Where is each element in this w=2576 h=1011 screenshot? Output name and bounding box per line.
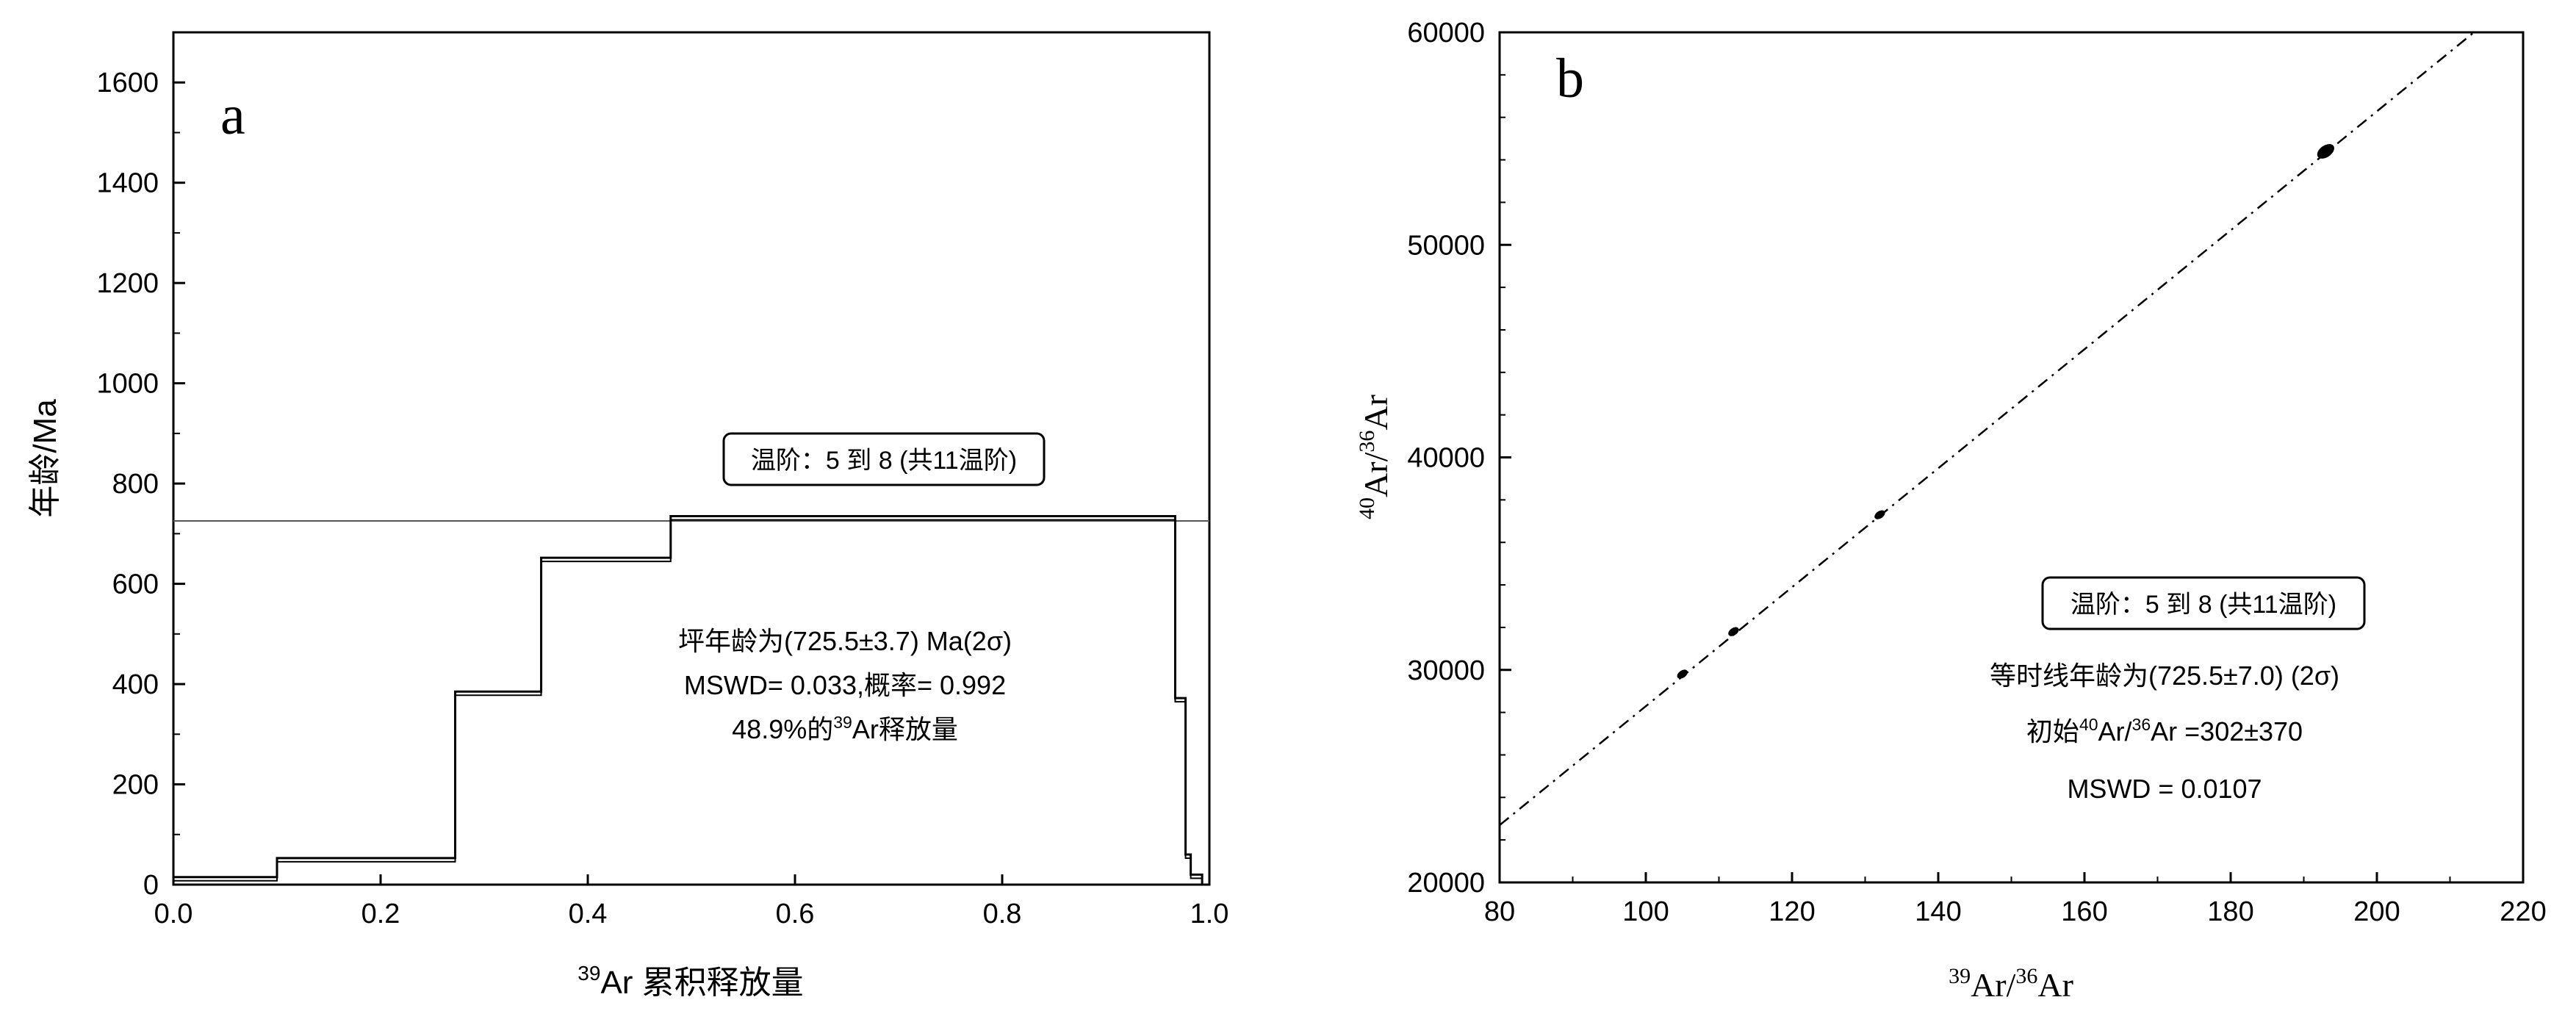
y-tick-label: 40000 — [1407, 443, 1485, 474]
y-tick-label: 400 — [112, 669, 159, 700]
y-tick-label: 1200 — [96, 268, 159, 299]
x-axis-label-mid: Ar/ — [1971, 966, 2016, 1004]
y-axis-label: 40Ar/36Ar — [1355, 395, 1395, 519]
y-tick-label: 1600 — [96, 68, 159, 98]
mswd-probability-text: MSWD= 0.033,概率= 0.992 — [684, 670, 1006, 700]
x-axis-label-sup2: 36 — [2015, 964, 2037, 988]
x-tick-label: 0.8 — [983, 899, 1022, 929]
isochron-line — [1499, 32, 2475, 827]
isochron-chart: 80 100 120 140 160 180 200 220 20000 30000 40000 5… — [1355, 18, 2547, 1004]
x-tick-label: 120 — [1769, 896, 1815, 927]
isochron-age-text: 等时线年龄为(725.5±7.0) (2σ) — [1990, 661, 2339, 691]
x-tick-label: 80 — [1484, 896, 1515, 927]
y-ticks: 20000 30000 40000 50000 60000 — [1407, 18, 1511, 899]
data-point — [2317, 144, 2334, 159]
step-box-text: 温阶：5 到 8 (共11温阶) — [2070, 591, 2336, 619]
x-tick-label: 220 — [2500, 896, 2546, 927]
release-percent-sup: 39 — [833, 713, 852, 732]
data-points — [1677, 144, 2334, 679]
x-tick-label: 1.0 — [1190, 899, 1229, 929]
y-tick-label: 600 — [112, 569, 159, 600]
step-box-border — [722, 432, 1046, 486]
initial-ratio-pre: 初始 — [2026, 716, 2079, 746]
y-tick-label: 0 — [143, 870, 159, 901]
initial-ratio-mid: Ar/ — [2098, 716, 2132, 746]
x-axis-label-sup1: 39 — [1949, 964, 1971, 988]
data-point — [1728, 627, 1739, 636]
x-tick-label: 0.2 — [361, 899, 400, 929]
x-tick-label: 200 — [2353, 896, 2400, 927]
plot-frame — [1498, 31, 2525, 884]
y-tick-label: 800 — [112, 469, 159, 500]
age-spectrum-chart: 0.0 0.2 0.4 0.6 0.8 1.0 0 200 400 600 800 1000 1200… — [27, 31, 1229, 1001]
x-ticks: 80 100 120 140 160 180 200 220 — [1484, 872, 2547, 927]
y-tick-label: 20000 — [1407, 868, 1485, 899]
initial-ratio-post: Ar =302±370 — [2151, 716, 2303, 746]
age-spectrum-error-steps — [173, 519, 1203, 882]
x-axis-label-main: Ar 累积释放量 — [600, 965, 803, 1001]
panel-label-b: b — [1556, 48, 1584, 109]
y-tick-label: 200 — [112, 770, 159, 801]
plateau-age-text: 坪年龄为(725.5±3.7) Ma(2σ) — [678, 626, 1012, 656]
initial-ratio-sup2: 36 — [2132, 715, 2151, 734]
mswd-text: MSWD = 0.0107 — [2067, 774, 2262, 804]
data-point — [1677, 669, 1688, 679]
x-axis-label: 39Ar 累积释放量 — [578, 962, 803, 1001]
release-percent-pre: 48.9%的 — [732, 714, 833, 744]
x-tick-label: 0.0 — [154, 899, 193, 929]
step-box-border — [2041, 576, 2366, 630]
x-tick-label: 100 — [1622, 896, 1669, 927]
y-axis-label: 年龄/Ma — [27, 399, 63, 518]
y-axis-label-mid: Ar/ — [1357, 452, 1395, 497]
x-tick-label: 0.6 — [776, 899, 815, 929]
y-tick-label: 1000 — [96, 369, 159, 400]
y-ticks: 0 200 400 600 800 1000 1200 1400 1600 — [96, 68, 185, 901]
step-box-text: 温阶：5 到 8 (共11温阶) — [751, 447, 1017, 475]
x-axis-label-end: Ar — [2037, 966, 2073, 1004]
initial-ratio-text: 初始40Ar/36Ar =302±370 — [2026, 715, 2303, 746]
x-ticks: 0.0 0.2 0.4 0.6 0.8 1.0 — [154, 874, 1229, 929]
y-tick-label: 30000 — [1407, 655, 1485, 686]
y-axis-label-end: Ar — [1357, 395, 1395, 431]
x-axis-label: 39Ar/36Ar — [1949, 964, 2073, 1004]
x-tick-label: 140 — [1915, 896, 1961, 927]
x-tick-label: 180 — [2207, 896, 2253, 927]
y-tick-label: 1400 — [96, 168, 159, 199]
x-tick-label: 0.4 — [569, 899, 608, 929]
y-tick-label: 60000 — [1407, 18, 1485, 48]
plot-frame — [172, 31, 1211, 886]
x-tick-label: 160 — [2061, 896, 2107, 927]
age-spectrum-steps — [173, 514, 1204, 885]
y-tick-label: 50000 — [1407, 230, 1485, 261]
data-point — [1874, 510, 1885, 519]
y-axis-label-sup1: 40 — [1355, 497, 1379, 519]
release-percent-post: Ar释放量 — [852, 714, 958, 744]
release-percent-text: 48.9%的39Ar释放量 — [732, 713, 958, 744]
panel-label-a: a — [220, 84, 245, 146]
x-axis-label-sup: 39 — [578, 962, 600, 985]
y-axis-label-sup2: 36 — [1355, 431, 1379, 453]
initial-ratio-sup1: 40 — [2079, 715, 2098, 734]
